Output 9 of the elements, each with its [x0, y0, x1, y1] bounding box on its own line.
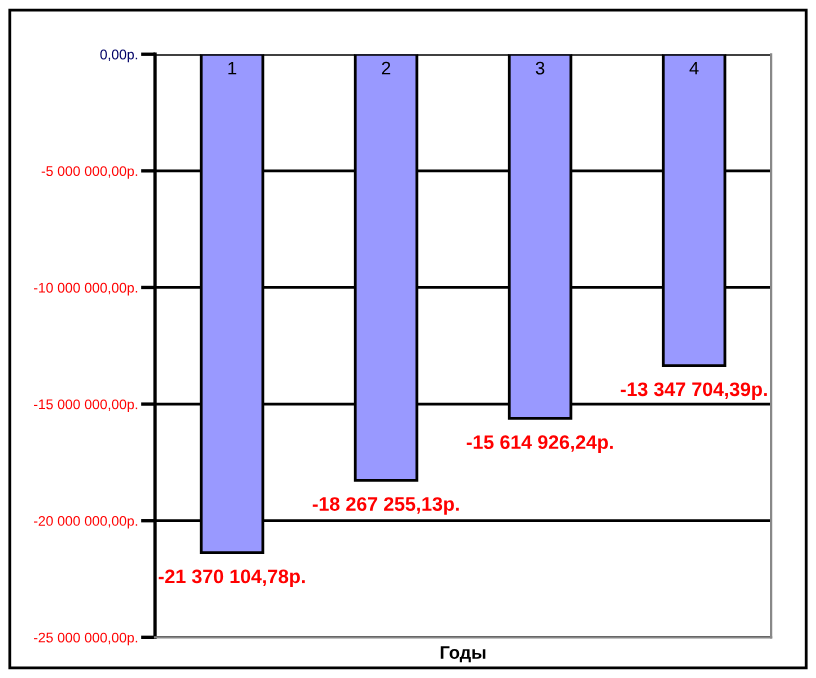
data-label: -13 347 704,39р.	[620, 382, 767, 400]
data-label: -15 614 926,24р.	[466, 435, 613, 453]
data-label: -21 370 104,78р.	[158, 569, 305, 588]
x-tick-label: 1	[228, 61, 237, 75]
x-tick-label: 3	[535, 61, 545, 75]
data-label: -18 267 255,13р.	[312, 497, 459, 515]
x-tick-label: 4	[689, 61, 699, 75]
x-tick-label: 2	[381, 61, 391, 75]
x-axis-title: Годы	[440, 646, 486, 663]
